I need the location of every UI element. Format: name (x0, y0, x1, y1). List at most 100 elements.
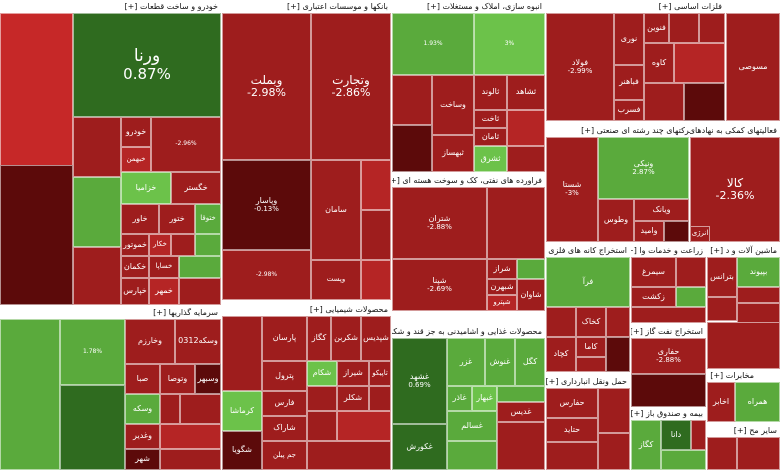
tile-vsakhat[interactable]: وساخت (432, 75, 474, 135)
tile-vrena[interactable]: ورنا 0.87% (73, 13, 221, 117)
sector-header-mass[interactable]: انبوه سازی، املاک و مستغلات [+] (392, 0, 545, 13)
tile-agri-2[interactable] (676, 287, 706, 307)
sector-header-insurance[interactable]: بیمه و صندوق باز [+] (631, 407, 706, 420)
tile-shapna[interactable]: شپنا -2.69% (392, 259, 487, 311)
tile-metal-4[interactable] (684, 83, 725, 121)
tile-anrji[interactable]: انرژی (690, 226, 710, 242)
tile-auto-7[interactable] (73, 247, 121, 305)
tile-ins-1[interactable] (691, 420, 706, 450)
tile-kermanshah[interactable]: کرماشا (222, 391, 262, 431)
sector-header-agri[interactable]: زراعت و خدمات وا [+] (631, 244, 706, 257)
tile-vsekh[interactable]: وسکه0312 (175, 319, 221, 364)
tile-bank-3[interactable] (361, 210, 391, 260)
tile-parsan[interactable]: پارسان (262, 316, 307, 361)
tile-vtosa[interactable]: وتوصا (160, 364, 195, 394)
tile-auto-g1[interactable] (73, 177, 121, 247)
tile-trans-3[interactable] (598, 433, 630, 470)
tile-khsapa[interactable]: خساپا (149, 256, 179, 278)
tile-khgostar2[interactable]: خکار (149, 234, 171, 256)
tile-mass-r3[interactable] (507, 146, 545, 172)
tile-vtoos[interactable]: وطوس (598, 199, 634, 242)
tile-trans-2[interactable] (598, 388, 630, 433)
tile-behpa[interactable]: بپیوند (737, 257, 780, 287)
tile-tel-1[interactable] (707, 322, 780, 369)
tile-ghzar[interactable]: غزر (447, 338, 485, 386)
tile-kghadir2[interactable]: کچاد (546, 337, 576, 372)
tile-khmotor[interactable]: خموتور (121, 234, 149, 256)
tile-fmelli[interactable]: نوری (614, 13, 644, 65)
tile-min-3[interactable] (576, 357, 606, 372)
tile-patrol[interactable]: پترول (262, 361, 307, 391)
tile-chem-4[interactable] (307, 411, 337, 441)
tile-mass-g1[interactable]: 1.93% (392, 13, 474, 75)
sector-header-banks[interactable]: بانکها و موسسات اعتباری [+] (222, 0, 391, 13)
tile-auto-3[interactable] (171, 234, 195, 256)
tile-vsebahr[interactable]: وسبهر (195, 364, 221, 394)
tile-vbanck[interactable]: وپست (311, 260, 361, 300)
tile-msohsi2[interactable] (669, 13, 699, 43)
sector-header-mining[interactable]: استخراج کانه های فلزی [+] (546, 244, 630, 257)
tile-inv-7[interactable] (160, 449, 221, 470)
tile-auto-red1[interactable] (73, 117, 121, 177)
tile-metal-2[interactable] (674, 43, 725, 83)
tile-ghesheer[interactable]: غشهد 0.69% (392, 338, 447, 424)
tile-mach-2[interactable] (707, 297, 737, 321)
tile-ghneb[interactable]: غنوش (485, 338, 515, 386)
tile-thaman[interactable]: ثامان (474, 128, 507, 146)
tile-shiraz[interactable]: شیراز (337, 361, 369, 386)
tile-inv-3[interactable] (60, 385, 125, 470)
tile-vakhark[interactable]: وخارزم (125, 319, 175, 364)
tile-khtour[interactable]: ختور (159, 204, 195, 234)
tile-vpasar[interactable]: وپاسار -0.13% (222, 160, 311, 250)
tile-min-2[interactable] (606, 307, 630, 337)
tile-ghbahar[interactable]: غبهار (472, 386, 497, 411)
tile-agri-1[interactable] (676, 257, 706, 287)
tile-food-3[interactable] (497, 422, 545, 470)
tile-inv-5[interactable] (180, 394, 221, 424)
tile-fnovin[interactable]: فنوین (644, 13, 669, 43)
tile-oil-r1[interactable] (487, 187, 545, 259)
tile-dana[interactable]: دانا (661, 420, 691, 450)
tile-min-4[interactable] (606, 337, 630, 372)
tile-bank-4[interactable]: -2.98% (222, 250, 311, 300)
tile-chem-5[interactable] (337, 411, 391, 441)
tile-jampilan[interactable]: جم پیلن (262, 441, 307, 470)
tile-kaghaz[interactable]: کگاز (307, 316, 331, 361)
tile-shakran[interactable]: شکربن (331, 316, 361, 361)
sector-header-transport[interactable]: حمل ونقل انبارداری [+] (546, 375, 630, 388)
tile-cem-1[interactable] (707, 437, 737, 470)
tile-food-1[interactable] (497, 386, 545, 402)
sector-header-chem[interactable]: محصولات شیمیایی [+] (222, 303, 391, 316)
tile-vsehb[interactable]: وسکه (125, 394, 160, 424)
tile-auto-6[interactable] (179, 278, 221, 305)
tile-chem-2[interactable] (307, 386, 337, 411)
sector-header-food[interactable]: محصولات غذایی و اشامیدنی به جز قند و شکر… (392, 325, 545, 338)
tile-khpars[interactable]: خپارس (121, 278, 149, 305)
tile-khzamia[interactable]: خزامیا (121, 172, 171, 204)
tile-fsorb[interactable]: فسرب (614, 100, 644, 121)
tile-metal-1[interactable] (699, 13, 725, 43)
sector-header-oil[interactable]: فراورده های نفتی، کک و سوخت هسته ای [+] (392, 174, 545, 187)
tile-inv-4[interactable] (160, 394, 180, 424)
sector-header-machine[interactable]: ماشین آلات و د [+] (707, 244, 780, 257)
sector-header-telecom[interactable]: مخابرات [+] (707, 369, 757, 382)
tile-vghadir[interactable]: وغدیر (125, 424, 160, 449)
tile-bank-5[interactable] (361, 260, 391, 300)
tile-foolad[interactable]: فولاد -2.99% (546, 13, 614, 121)
tile-inv-2[interactable]: 1.78% (60, 319, 125, 385)
tile-chem-6[interactable] (307, 441, 391, 470)
tile-mass-d1[interactable] (392, 125, 432, 172)
tile-gharan[interactable]: غاذر (447, 386, 472, 411)
tile-kala[interactable]: کالا -2.36% (690, 137, 780, 242)
tile-oil-g1[interactable] (517, 259, 545, 279)
sector-header-invest[interactable]: سرمایه گذاریها [+] (0, 306, 221, 319)
tile-ghneb2[interactable]: غکورش (392, 424, 447, 470)
tile-thakht[interactable]: ثاخت (474, 110, 507, 128)
tile-div-1[interactable] (664, 221, 689, 242)
tile-shekham[interactable]: شکام (307, 361, 337, 386)
tile-kghadir[interactable]: کگل (515, 338, 545, 386)
tile-htayd[interactable]: حتاید (546, 418, 598, 442)
sector-header-aux[interactable]: فعالیتهای کمکی به نهادهای [+] (690, 124, 780, 137)
tile-ahrom[interactable]: حفارس (546, 388, 598, 418)
tile-shavan[interactable]: شاوان (517, 279, 545, 311)
